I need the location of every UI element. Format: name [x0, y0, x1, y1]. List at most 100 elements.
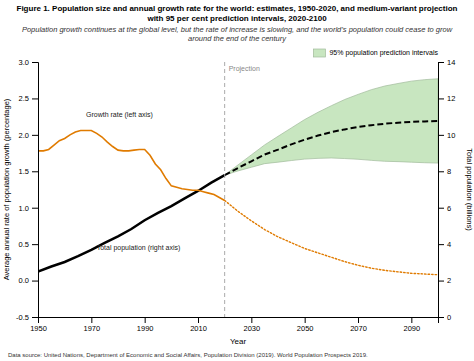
y2-axis-tick: 4: [438, 240, 451, 249]
y2-axis-tick: 6: [438, 204, 451, 213]
subtitle-line: around the end of the century: [188, 34, 287, 43]
y2-axis-tick: 0: [438, 313, 451, 322]
x-axis-tick: 2050: [297, 317, 314, 333]
y-axis-tick: 2.0: [19, 131, 38, 140]
y-axis-tick: 0.0: [19, 276, 38, 285]
y2-axis-tick: 12: [438, 94, 455, 103]
x-axis-line: [39, 318, 439, 324]
x-axis-tick: 1950: [30, 317, 47, 333]
x-axis-tick-label: 2030: [243, 324, 260, 333]
y2-axis-tick-mark: [438, 98, 444, 99]
y-axis-tick-mark: [32, 244, 38, 245]
y-axis-tick-label: 0.0: [19, 276, 29, 285]
y2-axis-tick-mark: [438, 62, 444, 63]
x-axis-tick-mark: [198, 317, 199, 323]
y2-axis-tick-label: 10: [447, 131, 455, 140]
x-axis-tick-mark: [91, 317, 92, 323]
y2-axis-tick-label: 2: [447, 276, 451, 285]
title-line: Figure 1. Population size and annual gro…: [17, 4, 458, 13]
chart-svg: Figure 1. Population size and annual gro…: [0, 0, 474, 361]
y-axis-tick-mark: [32, 281, 38, 282]
y-axis-tick: 0.5: [19, 240, 38, 249]
x-axis-tick-label: 1990: [137, 324, 154, 333]
y2-axis-tick-label: 12: [447, 94, 455, 103]
y-axis-tick: -0.5: [16, 313, 38, 322]
x-axis-tick-label: 2010: [190, 324, 207, 333]
y-axis: -0.5 0.0 0.5 1.0 1.5 2.0 2.5 3.0: [16, 58, 38, 322]
y-axis-tick-label: 0.5: [19, 240, 29, 249]
x-axis-tick-label: 1970: [83, 324, 100, 333]
plot-area: [38, 62, 438, 317]
y2-axis-tick-mark: [438, 317, 444, 318]
y-axis-tick-mark: [32, 135, 38, 136]
x-axis-tick-label: 1950: [30, 324, 47, 333]
x-axis-tick: 2090: [403, 317, 420, 333]
title-line: with 95 per cent prediction intervals, 2…: [146, 14, 327, 23]
y2-axis-title: Total population (billions): [465, 148, 474, 231]
x-axis-tick-label: 2070: [350, 324, 367, 333]
annotation: Growth rate (left axis): [86, 111, 153, 119]
y2-axis: 0 2 4 6 8 10 12 14: [438, 58, 455, 322]
growth-line: [225, 200, 438, 274]
y2-axis-tick: 8: [438, 167, 451, 176]
y-axis-tick-label: -0.5: [16, 313, 29, 322]
y-axis-tick-label: 2.5: [19, 94, 29, 103]
x-axis-tick-mark: [305, 317, 306, 323]
y2-axis-tick-label: 0: [447, 313, 451, 322]
y-axis-tick: 1.0: [19, 204, 38, 213]
y-axis-tick-mark: [32, 317, 38, 318]
y2-axis-tick-mark: [438, 171, 444, 172]
y-axis-tick: 2.5: [19, 94, 38, 103]
y-axis-tick-mark: [32, 62, 38, 63]
y2-axis-tick-label: 14: [447, 58, 455, 67]
prediction-interval: [225, 79, 438, 175]
y-axis-line: [32, 63, 39, 318]
x-axis-tick: 2010: [190, 317, 207, 333]
y-axis-tick-label: 2.0: [19, 131, 29, 140]
y-axis-tick-mark: [32, 98, 38, 99]
x-axis-tick-mark: [251, 317, 252, 323]
x-axis-tick-mark: [145, 317, 146, 323]
projection-line: [224, 62, 225, 317]
y2-axis-tick: 2: [438, 276, 451, 285]
x-axis-tick: 1990: [137, 317, 154, 333]
projection-label: Projection: [229, 65, 260, 73]
y2-axis-tick-label: 4: [447, 240, 451, 249]
y2-axis-tick-label: 8: [447, 167, 451, 176]
title: Figure 1. Population size and annual gro…: [17, 4, 458, 23]
y-axis-tick-label: 3.0: [19, 58, 29, 67]
x-axis: 1950 1970 1990 2010 2030 2050 2070 2090: [30, 317, 438, 333]
annotation: Total population (right axis): [97, 244, 181, 252]
footnote-line: Data source: United Nations, Department …: [8, 352, 368, 358]
x-axis-title: Year: [230, 337, 247, 346]
x-axis-tick-mark: [411, 317, 412, 323]
x-axis-tick-label: 2090: [403, 324, 420, 333]
y-axis-title: Average annual rate of population growth…: [2, 98, 11, 280]
y2-axis-tick-label: 6: [447, 204, 451, 213]
legend-swatch: [313, 49, 325, 57]
population-line: [225, 121, 438, 175]
y-axis-tick-label: 1.0: [19, 204, 29, 213]
x-axis-tick: 2070: [350, 317, 367, 333]
growth-line: [38, 130, 225, 200]
x-axis-tick-mark: [358, 317, 359, 323]
legend-label: 95% population prediction intervals: [329, 49, 438, 57]
y-axis-tick-mark: [32, 171, 38, 172]
x-axis-tick: 2030: [243, 317, 260, 333]
footnote: Data source: United Nations, Department …: [8, 352, 368, 358]
subtitle: Population growth continues at the globa…: [22, 25, 453, 43]
y2-axis-tick-mark: [438, 208, 444, 209]
y2-axis-tick-mark: [438, 244, 444, 245]
y-axis-tick: 3.0: [19, 58, 38, 67]
y2-axis-tick-mark: [438, 135, 444, 136]
y2-axis-tick-mark: [438, 281, 444, 282]
y-axis-tick-label: 1.5: [19, 167, 29, 176]
y2-axis-tick: 10: [438, 131, 455, 140]
x-axis-tick-label: 2050: [297, 324, 314, 333]
y-axis-tick-mark: [32, 208, 38, 209]
y-axis-tick: 1.5: [19, 167, 38, 176]
y2-axis-line: [439, 63, 445, 318]
y2-axis-tick: 14: [438, 58, 455, 67]
legend: 95% population prediction intervals: [313, 49, 438, 57]
x-axis-tick: 1970: [83, 317, 100, 333]
